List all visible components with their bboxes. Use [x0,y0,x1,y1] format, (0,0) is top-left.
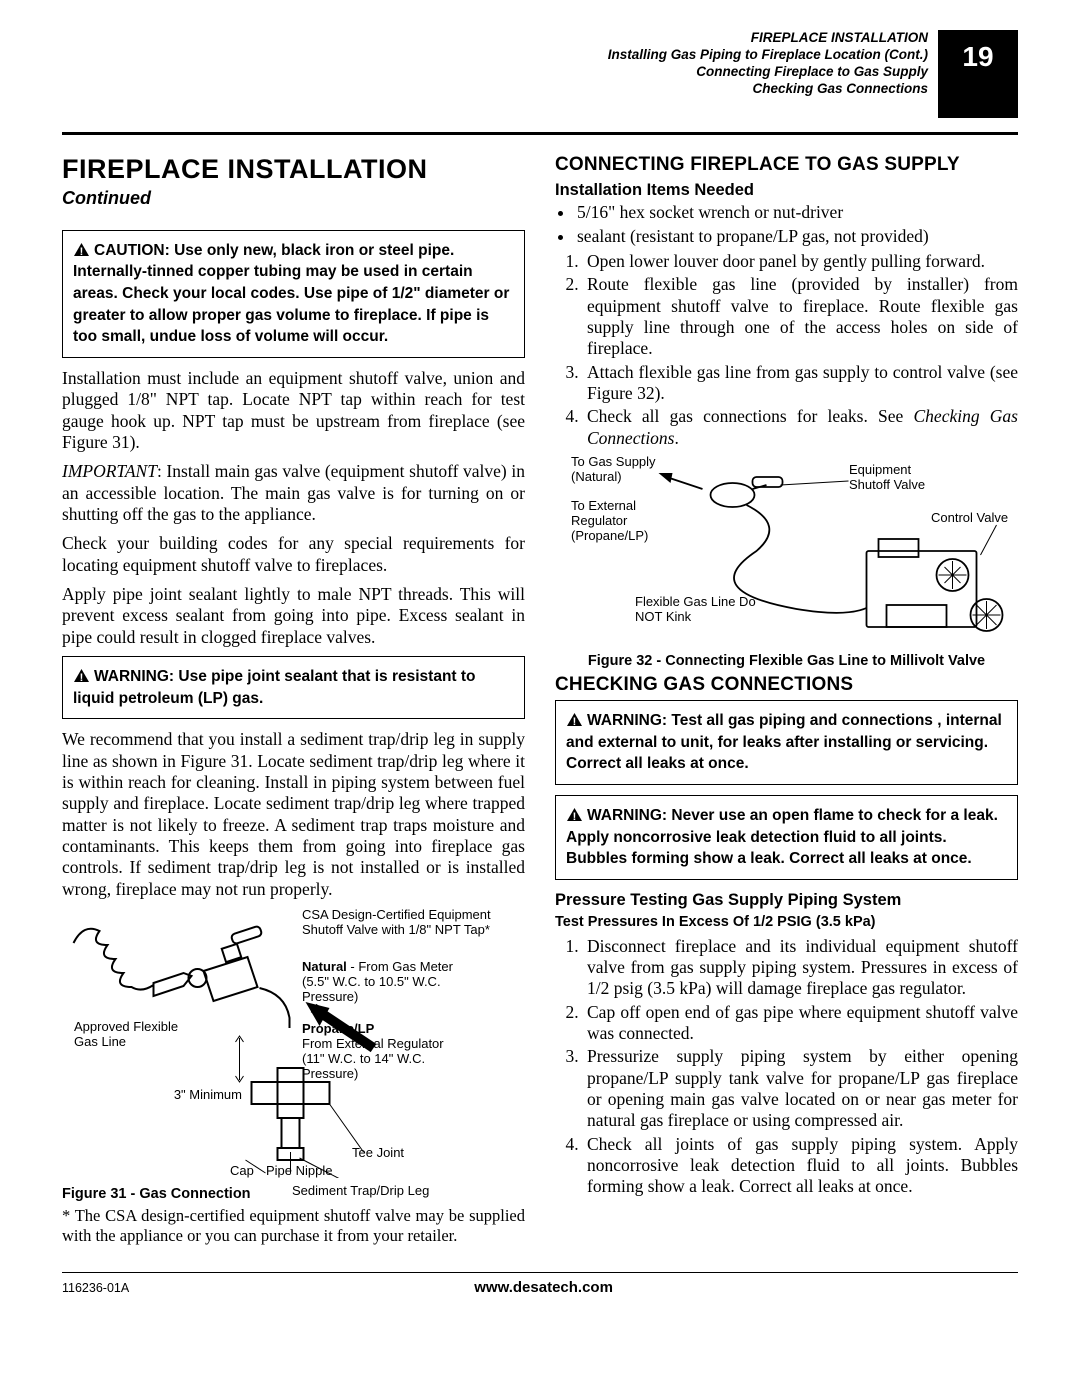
divider-top [62,132,1018,135]
page-number: 19 [962,40,993,74]
figure-32: To Gas Supply (Natural) To External Regu… [555,455,1018,665]
fig31-label-propane: Propane/LPFrom External Regulator (11" W… [302,1022,462,1082]
page-header: FIREPLACE INSTALLATION Installing Gas Pi… [62,30,1018,118]
warning-icon: ! [73,668,90,683]
fig31-label-sediment: Sediment Trap/Drip Leg [292,1184,429,1199]
fig31-caption: Figure 31 - Gas Connection [62,1186,251,1204]
svg-text:!: ! [80,672,84,683]
header-line4: Checking Gas Connections [608,81,928,98]
warning-text-3: WARNING: Never use an open flame to chec… [566,807,998,867]
pressure-step-3: Pressurize supply piping system by eithe… [583,1046,1018,1131]
fig31-label-cap: Cap [230,1164,254,1179]
items-list: 5/16" hex socket wrench or nut-driver se… [555,202,1018,247]
caution-box: ! CAUTION: Use only new, black iron or s… [62,230,525,358]
heading-checking: CHECKING GAS CONNECTIONS [555,673,1018,696]
connect-steps: Open lower louver door panel by gently p… [555,251,1018,449]
pressure-steps: Disconnect fireplace and its individual … [555,936,1018,1198]
pressure-step-2: Cap off open end of gas pipe where equip… [583,1002,1018,1045]
test-pressure-note: Test Pressures In Excess Of 1/2 PSIG (3.… [555,914,1018,932]
connect-step-4: Check all gas connections for leaks. See… [583,406,1018,449]
svg-text:!: ! [573,811,577,822]
svg-text:!: ! [80,246,84,257]
fig32-label-flex: Flexible Gas Line Do NOT Kink [635,595,765,625]
header-line3: Connecting Fireplace to Gas Supply [608,64,928,81]
item-1: 5/16" hex socket wrench or nut-driver [575,202,1018,223]
warning-icon: ! [73,242,90,257]
pressure-step-1: Disconnect fireplace and its individual … [583,936,1018,1000]
warning-box-3: ! WARNING: Never use an open flame to ch… [555,795,1018,880]
para-install: Installation must include an equipment s… [62,368,525,453]
page-footer: 116236-01A www.desatech.com [62,1272,1018,1297]
connect-step-1: Open lower louver door panel by gently p… [583,251,1018,272]
para-sediment: We recommend that you install a sediment… [62,729,525,900]
figure-31: CSA Design-Certified Equipment Shutoff V… [62,908,525,1198]
heading-connecting: CONNECTING FIREPLACE TO GAS SUPPLY [555,153,1018,176]
fig31-label-csa: CSA Design-Certified Equipment Shutoff V… [302,908,492,938]
content-columns: FIREPLACE INSTALLATION Continued ! CAUTI… [62,153,1018,1246]
footer-doc-id: 116236-01A [62,1281,129,1296]
header-line1: FIREPLACE INSTALLATION [608,30,928,47]
fig31-label-natural: Natural - From Gas Meter (5.5" W.C. to 1… [302,960,462,1005]
warning-icon: ! [566,807,583,822]
pressure-step-4: Check all joints of gas supply piping sy… [583,1134,1018,1198]
connect-step-2: Route flexible gas line (provided by ins… [583,274,1018,359]
warning-text-1: WARNING: Use pipe joint sealant that is … [73,668,476,707]
fig31-label-min: 3" Minimum [162,1088,242,1103]
fig32-label-equip: Equipment Shutoff Valve [849,463,949,493]
header-meta: FIREPLACE INSTALLATION Installing Gas Pi… [608,30,928,118]
item-2: sealant (resistant to propane/LP gas, no… [575,226,1018,247]
para-important: IMPORTANT: Install main gas valve (equip… [62,461,525,525]
left-column: FIREPLACE INSTALLATION Continued ! CAUTI… [62,153,525,1246]
para-codes: Check your building codes for any specia… [62,533,525,576]
footer-url: www.desatech.com [129,1279,958,1297]
fig32-caption: Figure 32 - Connecting Flexible Gas Line… [555,653,1018,671]
warning-text-2: WARNING: Test all gas piping and connect… [566,712,1002,772]
section-title: FIREPLACE INSTALLATION [62,153,525,186]
important-lead: IMPORTANT [62,461,157,481]
svg-text:!: ! [573,716,577,727]
fig31-label-nipple: Pipe Nipple [266,1164,333,1179]
caution-text: CAUTION: Use only new, black iron or ste… [73,242,509,345]
para-sealant: Apply pipe joint sealant lightly to male… [62,584,525,648]
fig31-label-tee: Tee Joint [352,1146,404,1161]
right-column: CONNECTING FIREPLACE TO GAS SUPPLY Insta… [555,153,1018,1246]
fig32-label-control: Control Valve [931,511,1021,526]
continued-label: Continued [62,188,525,210]
fig32-label-supply1: To Gas Supply (Natural) [571,455,671,485]
fig31-label-flex: Approved Flexible Gas Line [74,1020,204,1050]
connect-step-3: Attach flexible gas line from gas supply… [583,362,1018,405]
warning-box-2: ! WARNING: Test all gas piping and conne… [555,700,1018,785]
footnote-csa: * The CSA design-certified equipment shu… [62,1206,525,1246]
warning-box-1: ! WARNING: Use pipe joint sealant that i… [62,656,525,719]
warning-icon: ! [566,712,583,727]
heading-pressure: Pressure Testing Gas Supply Piping Syste… [555,890,1018,910]
heading-items-needed: Installation Items Needed [555,180,1018,200]
fig32-label-supply2: To External Regulator (Propane/LP) [571,499,671,544]
page-number-box: 19 [938,30,1018,118]
header-line2: Installing Gas Piping to Fireplace Locat… [608,47,928,64]
